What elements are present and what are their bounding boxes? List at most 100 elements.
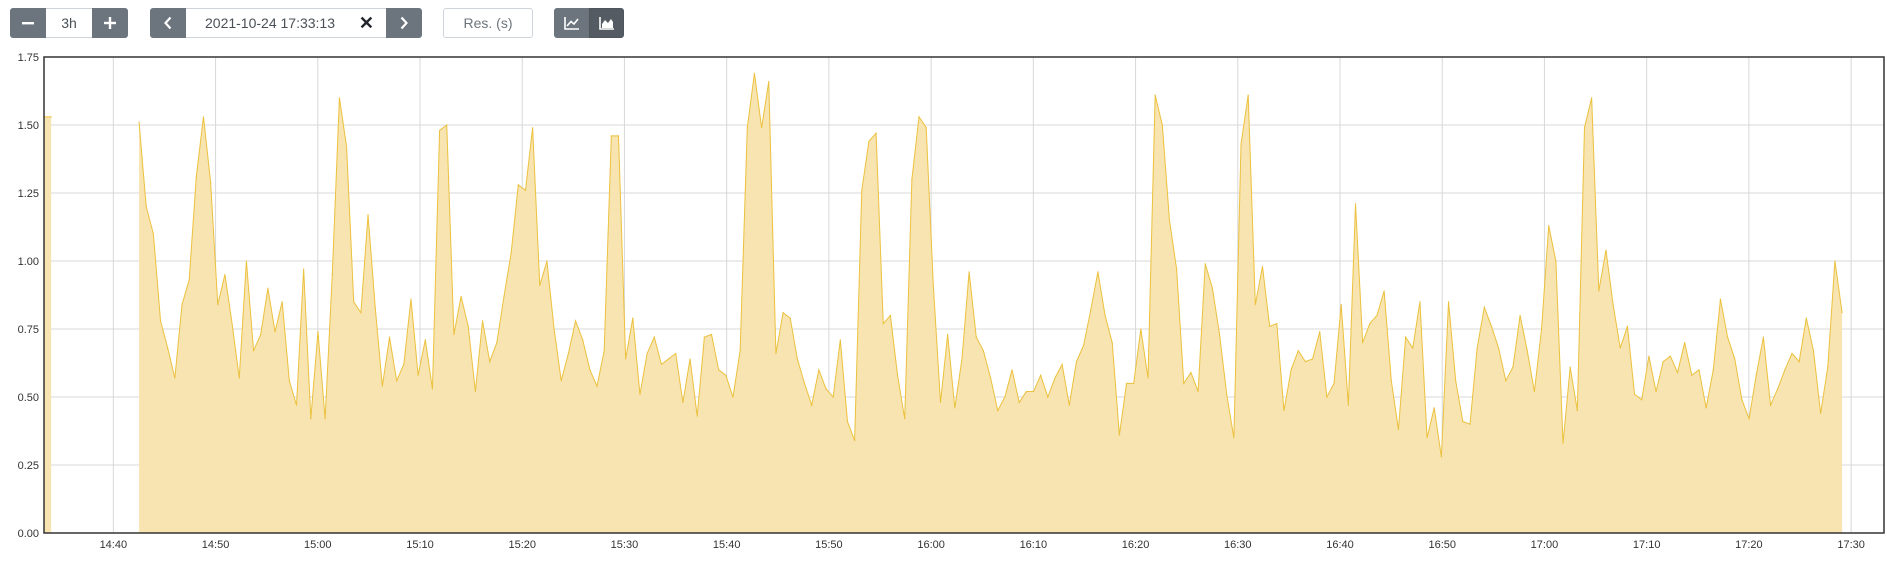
data-point	[1769, 404, 1772, 406]
data-point	[904, 418, 906, 420]
data-point	[1190, 371, 1192, 374]
data-point	[1712, 369, 1714, 371]
data-point	[1605, 249, 1607, 251]
resolution-input[interactable]: Res. (s)	[443, 8, 533, 38]
data-point	[1419, 301, 1421, 303]
data-point	[1369, 322, 1371, 325]
data-point	[947, 333, 949, 336]
data-point	[1319, 331, 1321, 333]
data-point	[589, 369, 591, 371]
data-point	[918, 116, 920, 118]
data-point	[1218, 333, 1221, 336]
data-point	[1727, 336, 1729, 338]
data-point	[1211, 287, 1213, 289]
data-point	[489, 361, 491, 363]
data-point	[467, 325, 469, 327]
data-point	[1777, 388, 1779, 390]
data-point	[324, 418, 326, 420]
data-point	[603, 350, 605, 352]
y-tick-label: 1.00	[18, 256, 39, 268]
data-point	[1676, 371, 1679, 374]
data-point	[1140, 328, 1142, 330]
data-point	[925, 127, 927, 129]
data-point	[474, 390, 476, 393]
data-point	[510, 252, 512, 254]
stacked-mode-button[interactable]	[589, 8, 624, 38]
data-point	[1333, 382, 1335, 384]
data-point	[1519, 314, 1521, 316]
data-point	[403, 363, 405, 365]
clear-end-time-icon[interactable]: ✕	[358, 13, 374, 33]
data-point	[310, 418, 312, 420]
data-point	[1383, 290, 1385, 292]
data-point	[431, 388, 434, 390]
data-point	[1762, 336, 1764, 338]
data-point	[217, 303, 219, 306]
y-tick-label: 0.75	[18, 324, 39, 336]
data-point	[1662, 361, 1664, 363]
data-point	[846, 420, 849, 423]
data-point	[1526, 350, 1528, 352]
data-point	[632, 317, 634, 319]
data-point	[1362, 342, 1364, 344]
data-point	[1490, 325, 1493, 327]
data-point	[1440, 456, 1442, 458]
decrease-range-button[interactable]	[10, 8, 46, 38]
data-point	[1154, 94, 1156, 96]
data-point	[252, 350, 255, 352]
data-point	[739, 350, 741, 352]
data-point	[1240, 143, 1242, 145]
data-point	[1812, 350, 1815, 352]
data-point	[753, 72, 756, 74]
x-tick-label: 17:20	[1735, 539, 1763, 551]
data-point	[1841, 312, 1843, 314]
data-point	[567, 352, 570, 355]
data-point	[145, 206, 147, 208]
range-input[interactable]: 3h	[46, 8, 92, 38]
data-point	[1040, 374, 1042, 376]
data-point	[682, 401, 684, 404]
x-tick-label: 16:30	[1224, 539, 1252, 551]
data-point	[1805, 317, 1807, 319]
data-point	[796, 358, 798, 360]
data-point	[811, 404, 813, 406]
data-point	[868, 140, 870, 142]
data-point	[1533, 390, 1535, 393]
line-mode-button[interactable]	[554, 8, 589, 38]
data-point	[481, 320, 484, 322]
data-point	[1455, 380, 1457, 382]
y-axis: 0.00 0.25 0.50 0.75 1.00 1.25 1.50 1.75	[18, 52, 39, 540]
data-point	[1261, 265, 1264, 268]
data-point	[1648, 355, 1650, 357]
data-point	[1018, 401, 1020, 404]
data-point	[167, 347, 169, 349]
data-point	[267, 287, 269, 289]
next-time-button[interactable]	[386, 8, 422, 38]
data-point	[1061, 363, 1063, 365]
x-tick-label: 15:10	[406, 539, 434, 551]
data-point	[639, 393, 641, 395]
end-time-input[interactable]: 2021-10-24 17:33:13 ✕	[186, 8, 386, 38]
range-control: 3h	[10, 8, 128, 38]
data-point	[1233, 437, 1235, 439]
data-point	[303, 268, 305, 270]
data-point	[1548, 225, 1550, 227]
data-point	[582, 339, 584, 341]
series-area	[44, 116, 52, 533]
line-chart-icon	[563, 17, 579, 30]
data-point	[560, 380, 562, 382]
increase-range-button[interactable]	[92, 8, 128, 38]
data-point	[1498, 347, 1500, 349]
y-tick-label: 1.50	[18, 120, 39, 132]
data-point	[1254, 303, 1256, 306]
data-point	[231, 322, 233, 325]
data-point	[1125, 382, 1128, 384]
data-point	[374, 306, 376, 308]
data-point	[1183, 382, 1185, 384]
data-point	[1054, 377, 1056, 379]
chart-mode-toggle	[554, 8, 624, 38]
data-point	[1834, 260, 1836, 262]
data-point	[954, 407, 956, 409]
data-point	[1555, 260, 1557, 262]
previous-time-button[interactable]	[150, 8, 186, 38]
